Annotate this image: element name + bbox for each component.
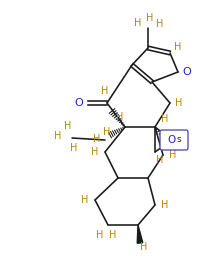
Text: s: s bbox=[177, 135, 181, 144]
Text: H: H bbox=[169, 150, 177, 160]
Text: H: H bbox=[93, 134, 101, 144]
Text: H: H bbox=[146, 13, 154, 23]
Text: H: H bbox=[174, 42, 182, 52]
Text: O: O bbox=[75, 98, 83, 108]
Text: H: H bbox=[134, 18, 142, 28]
Text: H: H bbox=[64, 121, 72, 131]
Text: H: H bbox=[96, 230, 104, 240]
Text: H: H bbox=[109, 230, 117, 240]
Text: H: H bbox=[54, 131, 62, 141]
Text: O: O bbox=[183, 67, 191, 77]
Text: O: O bbox=[167, 135, 175, 145]
Text: H: H bbox=[103, 127, 111, 137]
Text: H: H bbox=[101, 86, 109, 96]
Text: H: H bbox=[156, 19, 164, 29]
Text: H: H bbox=[116, 112, 124, 122]
Text: H: H bbox=[161, 114, 169, 124]
Text: H: H bbox=[175, 98, 183, 108]
Text: H: H bbox=[140, 242, 148, 252]
Text: H: H bbox=[161, 200, 169, 210]
Text: H: H bbox=[70, 143, 78, 153]
FancyBboxPatch shape bbox=[160, 130, 188, 150]
Text: H: H bbox=[91, 147, 99, 157]
Text: H: H bbox=[156, 155, 164, 165]
Polygon shape bbox=[137, 225, 143, 243]
Text: H: H bbox=[81, 195, 89, 205]
